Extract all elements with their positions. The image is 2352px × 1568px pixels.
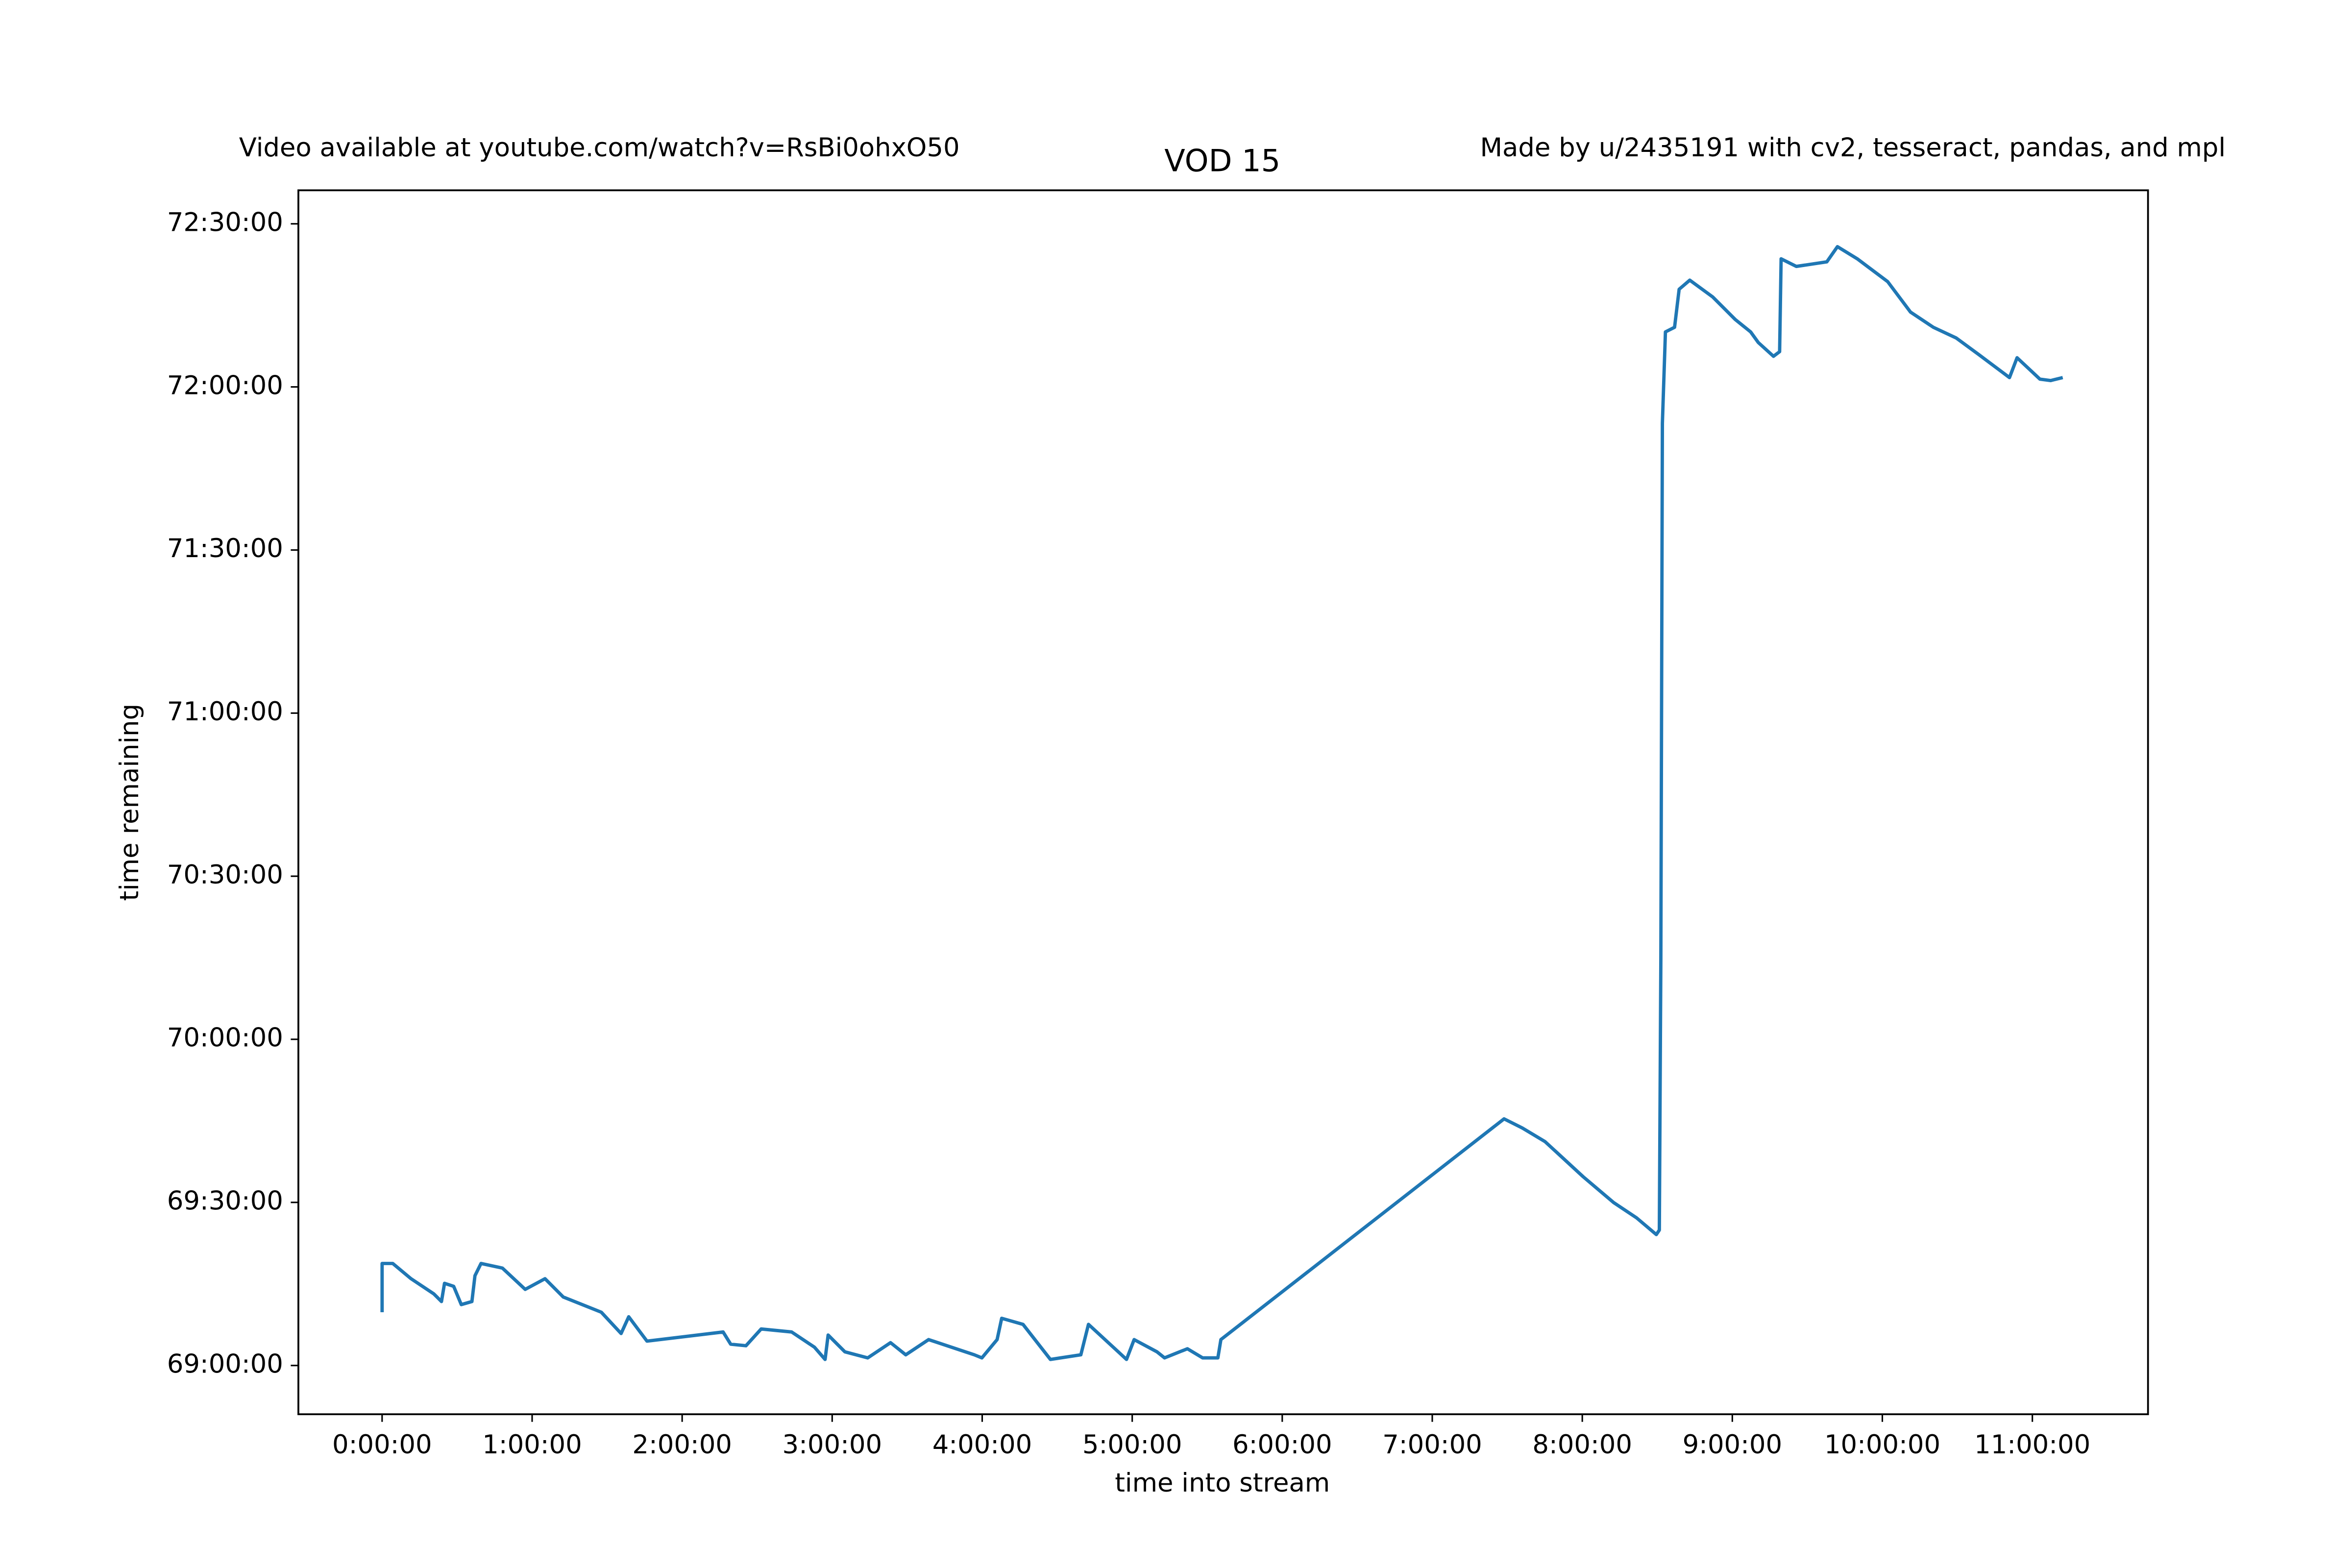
y-tick-label: 71:30:00 [167,534,283,564]
data-line [380,245,2063,1361]
plot-frame [297,189,2149,1416]
y-tick-label: 69:00:00 [167,1349,283,1379]
x-tick-label: 0:00:00 [332,1430,432,1460]
x-tick-label: 11:00:00 [1974,1430,2090,1460]
y-tick-label: 71:00:00 [167,697,283,727]
x-axis-label: time into stream [1115,1468,1330,1498]
note-right: Made by u/2435191 with cv2, tesseract, p… [1480,133,2226,163]
x-tick-label: 2:00:00 [632,1430,732,1460]
x-tick-label: 3:00:00 [783,1430,882,1460]
y-axis-label: time remaining [115,704,145,901]
y-tick-label: 72:00:00 [167,370,283,400]
x-tick-label: 9:00:00 [1683,1430,1783,1460]
note-left: Video available at youtube.com/watch?v=R… [239,133,960,163]
x-tick-label: 8:00:00 [1532,1430,1632,1460]
x-tick-label: 1:00:00 [482,1430,582,1460]
x-tick-label: 4:00:00 [932,1430,1032,1460]
y-tick-label: 70:30:00 [167,860,283,890]
y-tick-label: 70:00:00 [167,1023,283,1053]
y-tick-label: 72:30:00 [167,207,283,237]
chart-title: VOD 15 [1164,143,1280,179]
x-tick-label: 5:00:00 [1082,1430,1182,1460]
x-tick-label: 7:00:00 [1382,1430,1482,1460]
x-tick-label: 6:00:00 [1232,1430,1332,1460]
x-tick-label: 10:00:00 [1824,1430,1940,1460]
y-tick-label: 69:30:00 [167,1186,283,1216]
